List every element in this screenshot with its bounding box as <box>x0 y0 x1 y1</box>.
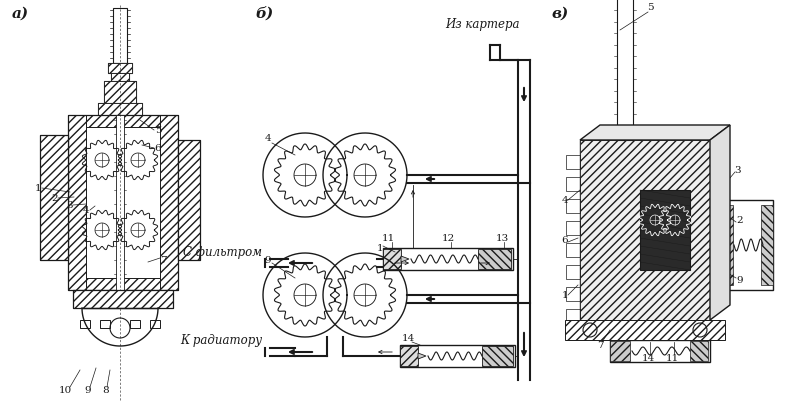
Bar <box>108 63 132 73</box>
Bar <box>482 346 513 366</box>
Text: в): в) <box>552 7 569 21</box>
Text: К радиатору: К радиатору <box>180 334 262 347</box>
Bar <box>160 115 178 290</box>
Bar <box>98 103 142 115</box>
Bar <box>104 81 136 103</box>
Bar <box>130 320 140 328</box>
Bar <box>383 248 513 270</box>
Polygon shape <box>401 256 409 262</box>
Bar <box>116 115 124 290</box>
Text: 11: 11 <box>666 354 678 362</box>
Bar <box>113 8 127 63</box>
Bar <box>610 340 710 362</box>
Text: 3: 3 <box>67 200 73 210</box>
Bar <box>566 155 580 169</box>
Bar <box>98 103 142 115</box>
Polygon shape <box>418 353 426 359</box>
Bar <box>617 0 633 140</box>
Bar <box>566 243 580 257</box>
Bar <box>566 265 580 279</box>
Bar <box>108 63 132 73</box>
Text: Из картера: Из картера <box>445 18 520 31</box>
Text: 7: 7 <box>597 340 604 349</box>
Bar <box>104 81 136 103</box>
Bar <box>68 115 86 290</box>
Text: б): б) <box>255 7 274 21</box>
Text: 2: 2 <box>736 215 744 225</box>
Bar <box>565 320 725 340</box>
Bar <box>610 341 630 361</box>
Text: 8: 8 <box>103 386 109 395</box>
Polygon shape <box>710 125 730 320</box>
Bar <box>73 290 173 308</box>
Text: 14: 14 <box>641 354 655 362</box>
Bar <box>566 177 580 191</box>
Text: 9: 9 <box>265 256 271 264</box>
Bar <box>111 73 129 81</box>
Bar <box>566 199 580 213</box>
Bar <box>400 345 515 367</box>
Bar <box>478 249 511 269</box>
Text: 1: 1 <box>562 290 568 300</box>
Text: 2: 2 <box>52 193 58 203</box>
Bar <box>566 287 580 301</box>
Text: 11: 11 <box>381 234 395 242</box>
Text: 9: 9 <box>85 386 91 395</box>
Text: 10: 10 <box>58 386 72 395</box>
Bar <box>566 221 580 235</box>
Bar <box>150 320 160 328</box>
Text: 1: 1 <box>35 183 42 193</box>
Text: 5: 5 <box>647 3 653 12</box>
Bar <box>111 73 129 81</box>
Text: 3: 3 <box>735 166 741 174</box>
Bar <box>40 135 68 260</box>
Bar <box>566 309 580 323</box>
Bar <box>73 290 173 308</box>
Bar <box>580 140 710 320</box>
Text: С фильтром: С фильтром <box>183 246 262 259</box>
Bar <box>761 205 773 285</box>
Bar <box>178 140 200 260</box>
Bar <box>100 320 110 328</box>
Text: 1: 1 <box>376 244 384 252</box>
Text: 6: 6 <box>562 235 568 244</box>
Bar <box>718 200 773 290</box>
Text: 7: 7 <box>160 256 167 264</box>
Text: 4: 4 <box>562 195 568 205</box>
Bar <box>80 320 90 328</box>
Bar <box>690 341 708 361</box>
Text: 5: 5 <box>155 125 161 134</box>
Bar <box>68 115 178 290</box>
Text: 6: 6 <box>155 144 161 152</box>
Bar <box>178 140 200 260</box>
Text: 13: 13 <box>495 234 509 242</box>
Text: 4: 4 <box>265 134 271 142</box>
Text: 9: 9 <box>736 276 744 285</box>
Text: 12: 12 <box>442 234 454 242</box>
Bar <box>400 346 418 366</box>
Bar <box>86 115 160 127</box>
Bar <box>580 140 710 320</box>
Bar <box>86 278 160 290</box>
Bar <box>40 135 68 260</box>
Polygon shape <box>580 125 730 140</box>
Text: 14: 14 <box>402 334 415 342</box>
Bar <box>718 205 733 285</box>
Bar <box>383 249 401 269</box>
Text: а): а) <box>12 7 29 21</box>
Text: 4: 4 <box>83 205 90 215</box>
Bar <box>640 190 690 270</box>
